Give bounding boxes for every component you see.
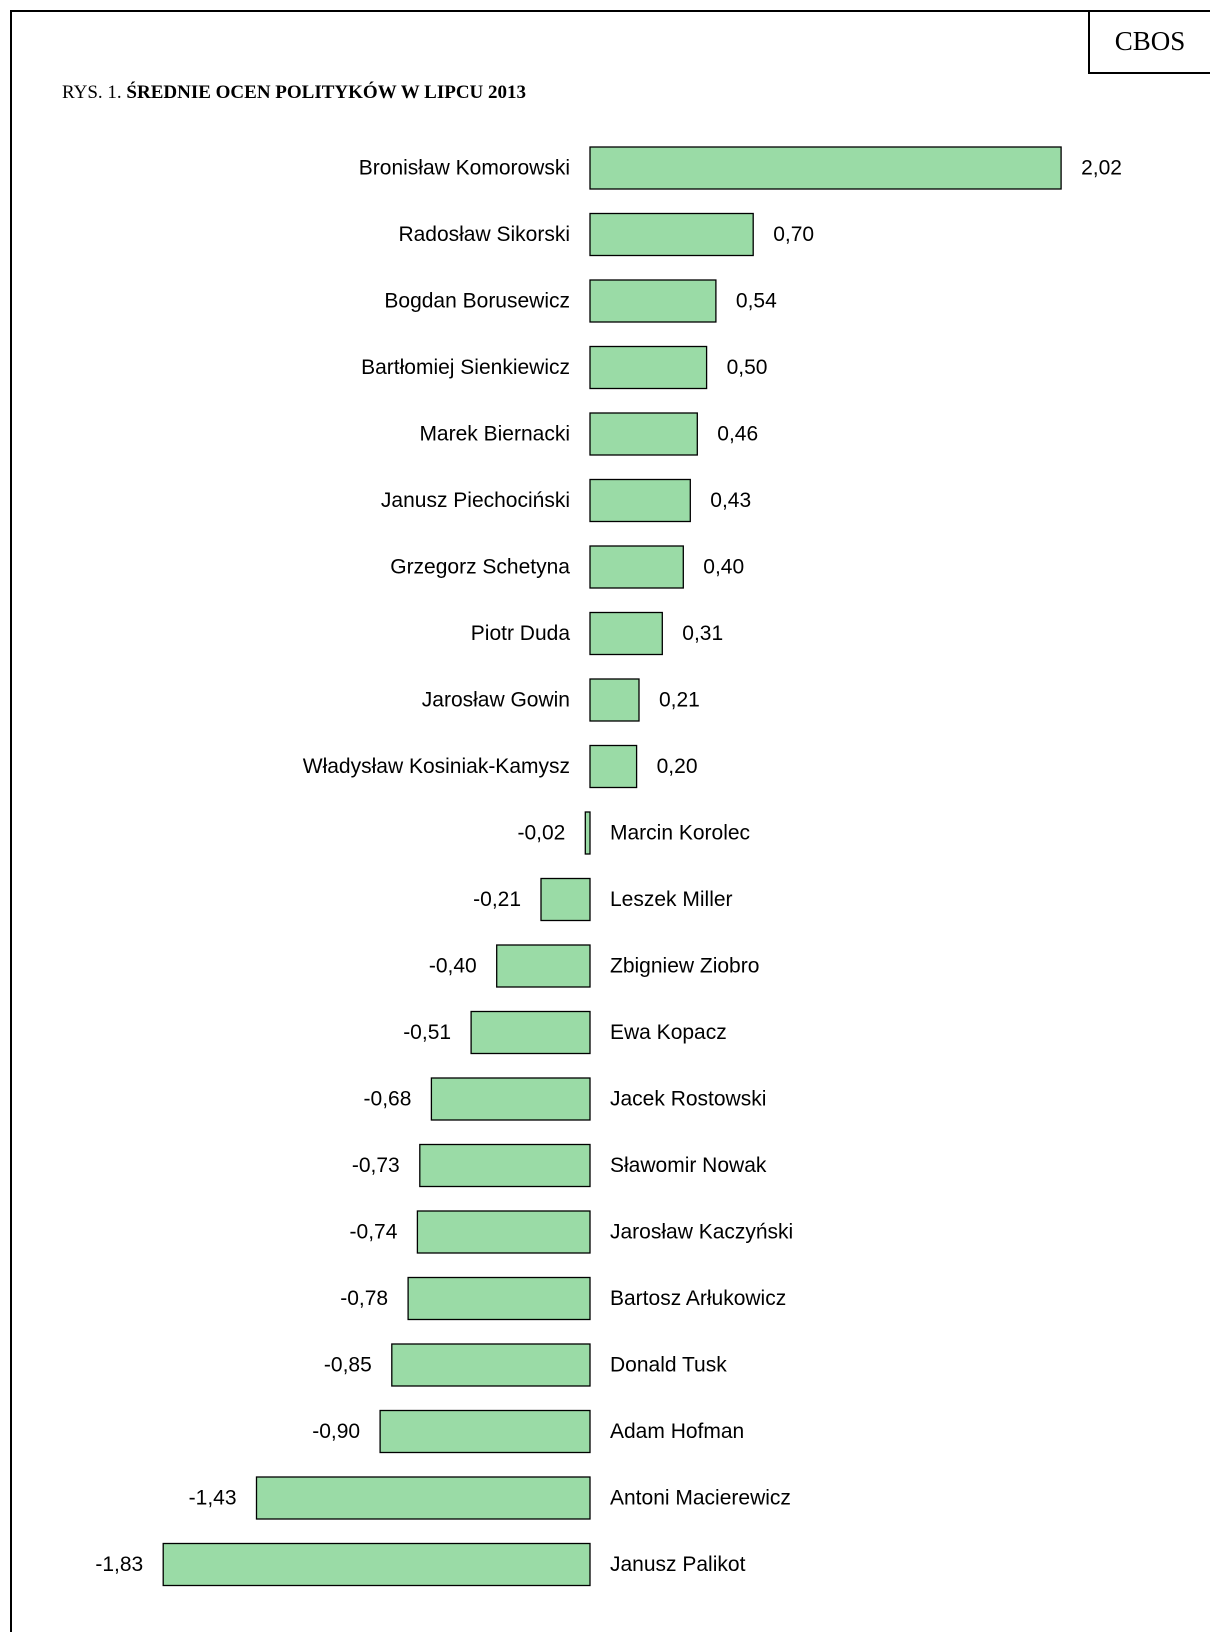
bar <box>496 944 591 988</box>
bar <box>589 412 698 456</box>
bar <box>589 212 754 257</box>
value-label: -0,40 <box>429 955 477 978</box>
category-label: Bronisław Komorowski <box>359 157 570 180</box>
value-label: 0,54 <box>736 290 777 313</box>
category-label: Antoni Macierewicz <box>610 1487 791 1510</box>
category-label: Ewa Kopacz <box>610 1021 727 1044</box>
bar <box>589 545 684 589</box>
brand-label: CBOS <box>1088 10 1210 74</box>
category-label: Bartłomiej Sienkiewicz <box>361 356 570 379</box>
category-label: Piotr Duda <box>471 622 571 645</box>
bar <box>162 1542 591 1587</box>
category-label: Sławomir Nowak <box>610 1154 767 1177</box>
category-label: Władysław Kosiniak-Kamysz <box>303 755 570 778</box>
bar <box>589 678 640 722</box>
category-label: Bartosz Arłukowicz <box>610 1287 786 1310</box>
bar <box>416 1210 591 1254</box>
value-label: -0,21 <box>473 888 521 911</box>
value-label: 0,31 <box>682 622 723 645</box>
category-label: Zbigniew Ziobro <box>610 955 759 978</box>
bar <box>430 1077 591 1121</box>
bar <box>584 811 591 855</box>
bar <box>589 744 638 789</box>
category-label: Jarosław Gowin <box>422 689 570 712</box>
chart-frame <box>10 10 1210 1632</box>
value-label: 0,46 <box>717 423 758 446</box>
chart-title: ŚREDNIE OCEN POLITYKÓW W LIPCU 2013 <box>126 82 527 103</box>
bar <box>589 478 691 523</box>
value-label: -0,68 <box>364 1088 412 1111</box>
value-label: 0,50 <box>727 356 768 379</box>
value-label: -0,90 <box>312 1420 360 1443</box>
bar <box>589 345 708 390</box>
value-label: 0,70 <box>773 223 814 246</box>
category-label: Marek Biernacki <box>419 423 570 446</box>
category-label: Janusz Palikot <box>610 1553 746 1576</box>
bar <box>407 1276 591 1321</box>
value-label: 2,02 <box>1081 157 1122 180</box>
bar <box>255 1476 591 1520</box>
value-label: -0,78 <box>340 1287 388 1310</box>
category-label: Marcin Korolec <box>610 822 750 845</box>
category-label: Jacek Rostowski <box>610 1088 766 1111</box>
caption-prefix: RYS. 1. <box>62 82 127 103</box>
value-label: 0,20 <box>657 755 698 778</box>
category-label: Grzegorz Schetyna <box>390 556 570 579</box>
value-label: -0,74 <box>350 1221 398 1244</box>
bar <box>540 877 591 922</box>
bar <box>589 611 663 656</box>
chart-caption: RYS. 1. ŚREDNIE OCEN POLITYKÓW W LIPCU 2… <box>62 82 526 104</box>
value-label: -0,73 <box>352 1154 400 1177</box>
bar <box>589 279 717 323</box>
value-label: -0,02 <box>517 822 565 845</box>
value-label: -0,51 <box>403 1021 451 1044</box>
bar <box>419 1143 591 1188</box>
category-label: Adam Hofman <box>610 1420 744 1443</box>
bar <box>470 1010 591 1055</box>
value-label: 0,43 <box>710 489 751 512</box>
value-label: 0,40 <box>703 556 744 579</box>
bar <box>391 1343 591 1387</box>
value-label: -1,43 <box>189 1487 237 1510</box>
category-label: Janusz Piechociński <box>381 489 570 512</box>
category-label: Radosław Sikorski <box>398 223 570 246</box>
value-label: 0,21 <box>659 689 700 712</box>
bar <box>589 146 1062 190</box>
value-label: -1,83 <box>95 1553 143 1576</box>
category-label: Donald Tusk <box>610 1354 727 1377</box>
category-label: Leszek Miller <box>610 888 733 911</box>
category-label: Bogdan Borusewicz <box>384 290 570 313</box>
value-label: -0,85 <box>324 1354 372 1377</box>
bar <box>379 1409 591 1454</box>
category-label: Jarosław Kaczyński <box>610 1221 793 1244</box>
